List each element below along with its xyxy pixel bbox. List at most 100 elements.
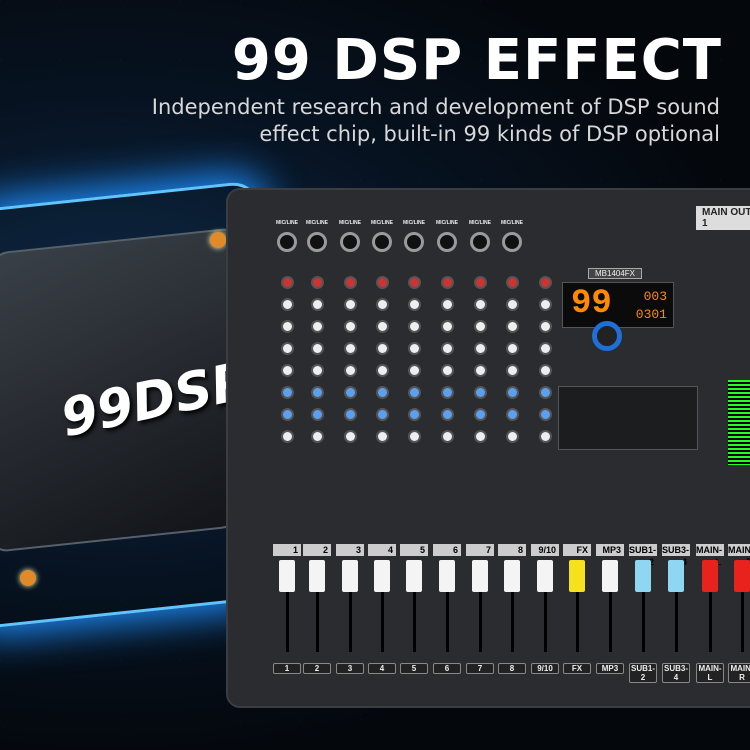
channel-knob[interactable] bbox=[344, 320, 357, 333]
channel-knob[interactable] bbox=[441, 430, 454, 443]
channel-knob[interactable] bbox=[281, 298, 294, 311]
channel-knob[interactable] bbox=[474, 364, 487, 377]
channel-knob[interactable] bbox=[506, 320, 519, 333]
xlr-input-jack[interactable] bbox=[277, 232, 297, 252]
channel-knob[interactable] bbox=[441, 342, 454, 355]
channel-fader[interactable] bbox=[537, 560, 553, 592]
channel-knob[interactable] bbox=[539, 342, 552, 355]
channel-knob[interactable] bbox=[344, 276, 357, 289]
channel-knob[interactable] bbox=[539, 320, 552, 333]
channel-knob[interactable] bbox=[311, 342, 324, 355]
fader-track bbox=[709, 562, 712, 652]
channel-knob[interactable] bbox=[281, 342, 294, 355]
channel-fader[interactable] bbox=[702, 560, 718, 592]
channel-knob[interactable] bbox=[441, 364, 454, 377]
channel-knob[interactable] bbox=[506, 342, 519, 355]
channel-fader[interactable] bbox=[504, 560, 520, 592]
channel-knob[interactable] bbox=[376, 408, 389, 421]
channel-knob[interactable] bbox=[281, 364, 294, 377]
channel-knob[interactable] bbox=[281, 386, 294, 399]
channel-knob[interactable] bbox=[539, 408, 552, 421]
xlr-input-jack[interactable] bbox=[470, 232, 490, 252]
fx-select-knob[interactable] bbox=[592, 321, 622, 351]
channel-knob[interactable] bbox=[311, 320, 324, 333]
channel-knob[interactable] bbox=[376, 276, 389, 289]
channel-fader[interactable] bbox=[374, 560, 390, 592]
graphic-equalizer[interactable] bbox=[558, 386, 698, 450]
xlr-input-jack[interactable] bbox=[502, 232, 522, 252]
channel-knob[interactable] bbox=[376, 364, 389, 377]
channel-knob[interactable] bbox=[506, 298, 519, 311]
channel-knob[interactable] bbox=[539, 386, 552, 399]
xlr-input-jack[interactable] bbox=[437, 232, 457, 252]
channel-knob[interactable] bbox=[376, 386, 389, 399]
channel-knob[interactable] bbox=[441, 320, 454, 333]
channel-knob[interactable] bbox=[344, 408, 357, 421]
channel-knob[interactable] bbox=[539, 364, 552, 377]
channel-fader[interactable] bbox=[406, 560, 422, 592]
channel-knob[interactable] bbox=[344, 342, 357, 355]
channel-knob[interactable] bbox=[281, 430, 294, 443]
channel-fader[interactable] bbox=[734, 560, 750, 592]
channel-knob[interactable] bbox=[311, 298, 324, 311]
channel-knob[interactable] bbox=[311, 430, 324, 443]
channel-knob[interactable] bbox=[376, 320, 389, 333]
channel-knob[interactable] bbox=[311, 276, 324, 289]
channel-knob[interactable] bbox=[474, 430, 487, 443]
channel-knob[interactable] bbox=[408, 364, 421, 377]
channel-label: MAIN-R bbox=[728, 663, 750, 683]
dsp-display: 99 003 0301 bbox=[562, 282, 674, 328]
channel-knob[interactable] bbox=[408, 408, 421, 421]
channel-knob[interactable] bbox=[408, 430, 421, 443]
channel-knob[interactable] bbox=[376, 298, 389, 311]
channel-fader[interactable] bbox=[668, 560, 684, 592]
channel-fader[interactable] bbox=[635, 560, 651, 592]
channel-knob[interactable] bbox=[408, 276, 421, 289]
channel-fader[interactable] bbox=[472, 560, 488, 592]
channel-fader[interactable] bbox=[602, 560, 618, 592]
channel-knob[interactable] bbox=[506, 364, 519, 377]
channel-fader[interactable] bbox=[342, 560, 358, 592]
channel-knob[interactable] bbox=[376, 342, 389, 355]
channel-knob[interactable] bbox=[281, 408, 294, 421]
channel-knob[interactable] bbox=[539, 298, 552, 311]
channel-knob[interactable] bbox=[311, 386, 324, 399]
channel-knob[interactable] bbox=[281, 320, 294, 333]
channel-knob[interactable] bbox=[408, 342, 421, 355]
channel-knob[interactable] bbox=[506, 430, 519, 443]
channel-fader[interactable] bbox=[569, 560, 585, 592]
channel-knob[interactable] bbox=[474, 320, 487, 333]
channel-knob[interactable] bbox=[441, 408, 454, 421]
channel-fader[interactable] bbox=[439, 560, 455, 592]
channel-knob[interactable] bbox=[506, 408, 519, 421]
channel-knob[interactable] bbox=[344, 386, 357, 399]
channel-knob[interactable] bbox=[539, 430, 552, 443]
xlr-input-jack[interactable] bbox=[404, 232, 424, 252]
channel-knob[interactable] bbox=[344, 430, 357, 443]
channel-knob[interactable] bbox=[408, 298, 421, 311]
channel-knob[interactable] bbox=[441, 386, 454, 399]
channel-knob[interactable] bbox=[441, 276, 454, 289]
channel-knob[interactable] bbox=[506, 276, 519, 289]
xlr-input-jack[interactable] bbox=[307, 232, 327, 252]
channel-fader[interactable] bbox=[279, 560, 295, 592]
xlr-input-jack[interactable] bbox=[340, 232, 360, 252]
channel-knob[interactable] bbox=[311, 364, 324, 377]
channel-knob[interactable] bbox=[311, 408, 324, 421]
channel-knob[interactable] bbox=[441, 298, 454, 311]
channel-knob[interactable] bbox=[281, 276, 294, 289]
channel-knob[interactable] bbox=[474, 408, 487, 421]
channel-knob[interactable] bbox=[474, 342, 487, 355]
channel-knob[interactable] bbox=[408, 386, 421, 399]
channel-knob[interactable] bbox=[344, 364, 357, 377]
channel-fader[interactable] bbox=[309, 560, 325, 592]
channel-knob[interactable] bbox=[539, 276, 552, 289]
channel-knob[interactable] bbox=[474, 386, 487, 399]
channel-knob[interactable] bbox=[344, 298, 357, 311]
xlr-input-jack[interactable] bbox=[372, 232, 392, 252]
channel-knob[interactable] bbox=[474, 298, 487, 311]
channel-knob[interactable] bbox=[408, 320, 421, 333]
channel-knob[interactable] bbox=[506, 386, 519, 399]
channel-knob[interactable] bbox=[376, 430, 389, 443]
channel-knob[interactable] bbox=[474, 276, 487, 289]
